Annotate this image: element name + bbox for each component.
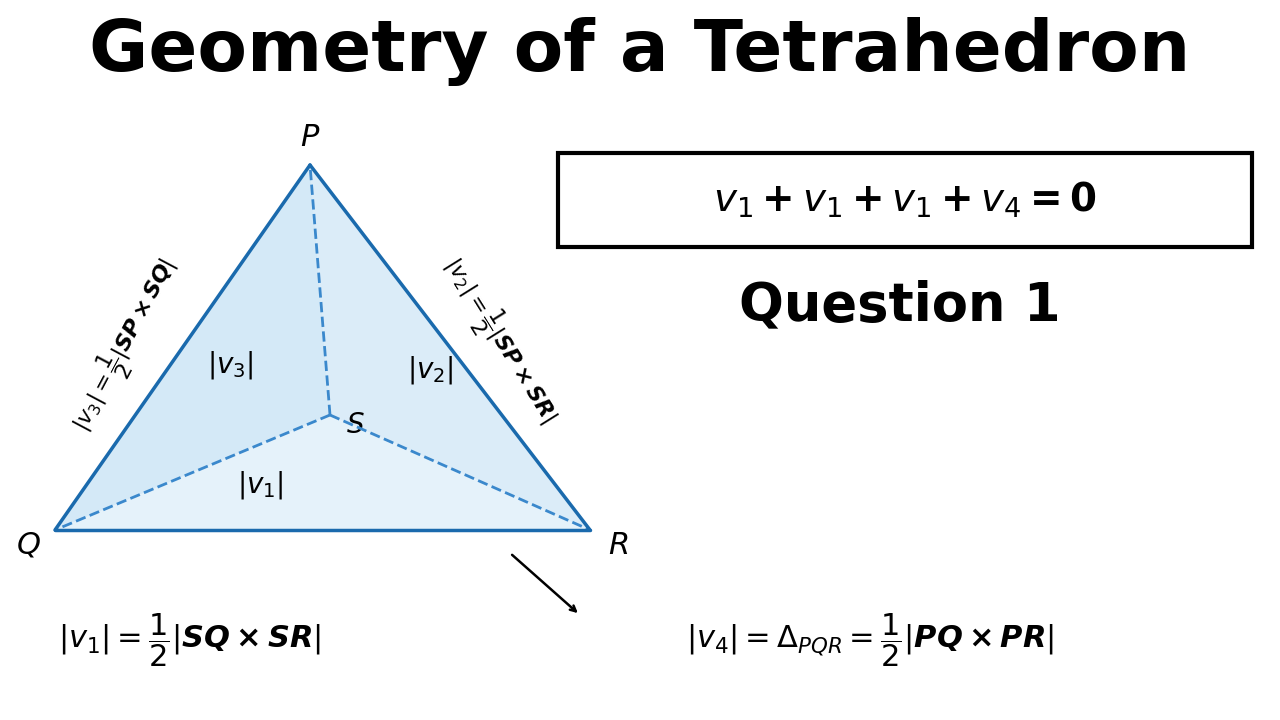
FancyBboxPatch shape: [558, 153, 1252, 247]
Text: $R$: $R$: [608, 531, 628, 559]
Text: Question 1: Question 1: [739, 279, 1061, 331]
Text: $|\boldsymbol{v_1}|$: $|\boldsymbol{v_1}|$: [237, 469, 283, 501]
Text: $|\boldsymbol{v_1}| = \dfrac{1}{2}|\boldsymbol{SQ \times SR}|$: $|\boldsymbol{v_1}| = \dfrac{1}{2}|\bold…: [59, 611, 321, 669]
Polygon shape: [55, 415, 590, 530]
Text: $|\boldsymbol{v_4}| = \Delta_{PQR} = \dfrac{1}{2}|\boldsymbol{PQ \times PR}|$: $|\boldsymbol{v_4}| = \Delta_{PQR} = \df…: [686, 611, 1053, 669]
Polygon shape: [55, 165, 330, 530]
Text: $S$: $S$: [346, 411, 365, 439]
Text: $\boldsymbol{v_1 + v_1 + v_1 + v_4 = 0}$: $\boldsymbol{v_1 + v_1 + v_1 + v_4 = 0}$: [713, 180, 1097, 220]
Text: $Q$: $Q$: [15, 531, 41, 559]
Text: $|\boldsymbol{v_2}|$: $|\boldsymbol{v_2}|$: [407, 354, 453, 386]
Text: $P$: $P$: [300, 124, 320, 153]
Text: $|\boldsymbol{v_2}| = \dfrac{1}{2}|\boldsymbol{SP \times SR}|$: $|\boldsymbol{v_2}| = \dfrac{1}{2}|\bold…: [431, 248, 568, 432]
Polygon shape: [310, 165, 590, 530]
Text: $|\boldsymbol{v_3}|$: $|\boldsymbol{v_3}|$: [206, 349, 253, 381]
Text: $|\boldsymbol{v_3}| = \dfrac{1}{2}|\boldsymbol{SP \times SQ}|$: $|\boldsymbol{v_3}| = \dfrac{1}{2}|\bold…: [61, 251, 189, 440]
Text: Geometry of a Tetrahedron: Geometry of a Tetrahedron: [90, 17, 1190, 86]
